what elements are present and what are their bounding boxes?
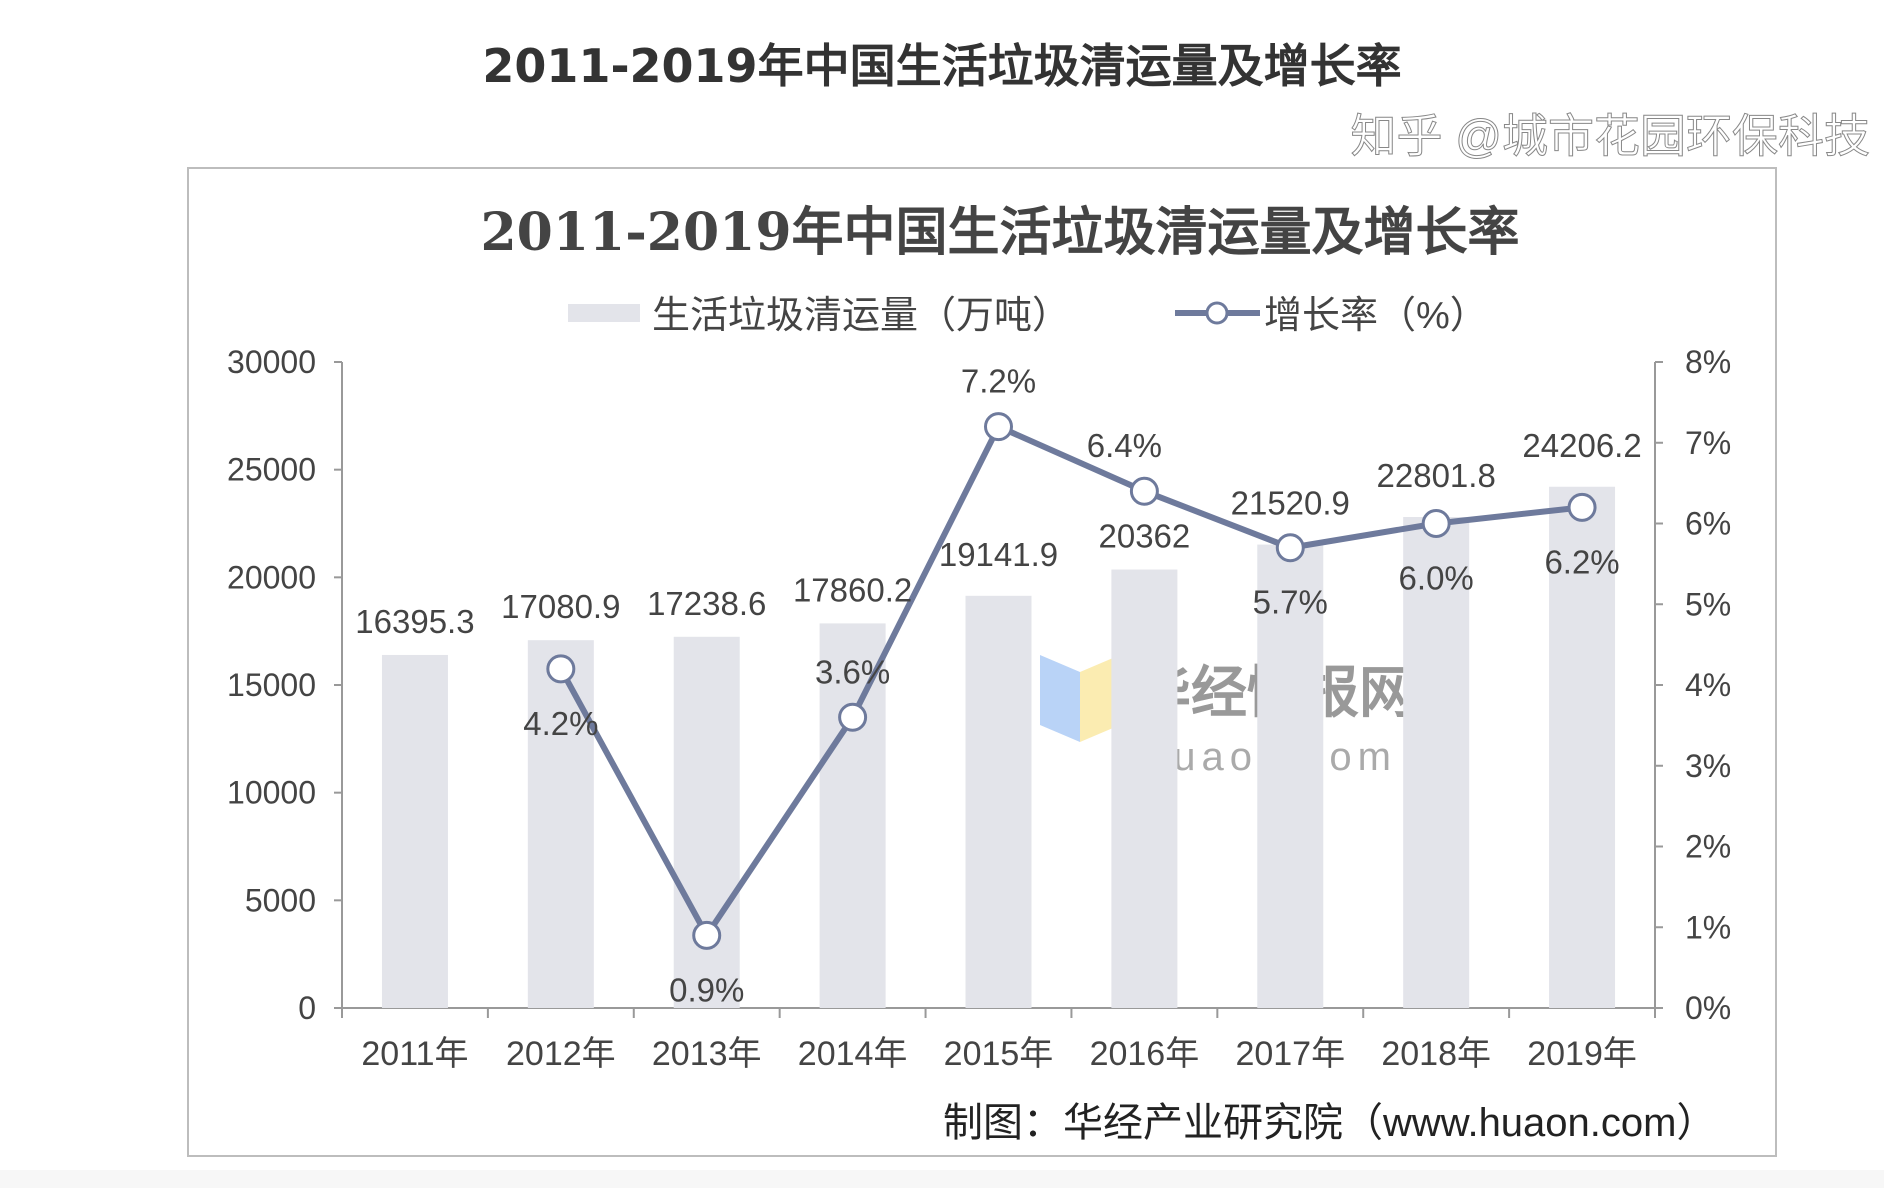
x-tick-label: 2011年 [361, 1035, 468, 1073]
bar-value-label: 24206.2 [1522, 427, 1641, 464]
bar-value-label: 17238.6 [647, 585, 766, 622]
rate-point [838, 702, 868, 732]
bar [1111, 569, 1178, 1008]
y-left-tick-label: 0 [298, 990, 316, 1026]
y-right-tick-label: 4% [1685, 667, 1731, 703]
rate-point [1275, 533, 1305, 563]
bar-value-label: 16395.3 [355, 603, 474, 640]
x-tick-label: 2015年 [944, 1035, 1054, 1073]
chart-title: 2011-2019年中国生活垃圾清运量及增长率 [480, 202, 1519, 263]
rate-value-label: 7.2% [961, 363, 1036, 400]
y-right-tick-label: 1% [1685, 909, 1731, 945]
rate-value-label: 6.2% [1544, 543, 1619, 580]
bar-value-label: 17080.9 [501, 588, 620, 625]
legend-line-marker [1205, 301, 1229, 325]
bar [673, 636, 740, 1008]
x-tick-label: 2016年 [1090, 1035, 1200, 1073]
y-left-tick-label: 10000 [227, 775, 316, 811]
rate-point [984, 412, 1013, 442]
legend-line-label: 增长率（%） [1264, 295, 1488, 337]
rate-value-label: 6.0% [1399, 560, 1474, 597]
y-right-tick-label: 8% [1685, 344, 1731, 380]
bar-value-label: 22801.8 [1377, 457, 1496, 494]
rate-point [546, 654, 576, 684]
x-tick-label: 2017年 [1235, 1035, 1345, 1073]
page-title: 2011-2019年中国生活垃圾清运量及增长率 [482, 39, 1402, 93]
rate-value-label: 6.4% [1087, 427, 1162, 464]
bar [965, 595, 1032, 1008]
rate-value-label: 5.7% [1253, 584, 1328, 621]
watermark-logo-blue [1040, 655, 1080, 742]
chart-frame [187, 167, 1777, 1157]
y-right-tick-label: 6% [1685, 506, 1731, 542]
bar [1549, 486, 1616, 1008]
x-tick-label: 2012年 [506, 1035, 616, 1073]
y-left-tick-label: 30000 [227, 344, 316, 380]
zhihu-watermark: 知乎 @城市花园环保科技 [1351, 110, 1870, 162]
y-right-tick-label: 7% [1685, 425, 1731, 461]
rate-value-label: 0.9% [669, 971, 744, 1008]
y-right-tick-label: 0% [1685, 990, 1731, 1026]
x-tick-label: 2013年 [652, 1035, 762, 1073]
bar-value-label: 21520.9 [1231, 485, 1350, 522]
bar-value-label: 19141.9 [939, 536, 1058, 573]
x-tick-label: 2018年 [1381, 1035, 1491, 1073]
legend-bar-swatch [568, 304, 640, 322]
rate-point [692, 920, 722, 950]
rate-line [558, 422, 1583, 942]
bar [1257, 544, 1324, 1008]
y-left-tick-label: 5000 [245, 882, 316, 918]
y-right-tick-label: 2% [1685, 829, 1731, 865]
bar [819, 623, 886, 1008]
legend-bar-label: 生活垃圾清运量（万吨） [652, 295, 1070, 337]
rate-value-label: 3.6% [815, 653, 890, 690]
rate-point [1421, 509, 1451, 538]
y-right-tick-label: 5% [1685, 586, 1731, 622]
y-right-tick-label: 3% [1685, 748, 1731, 784]
bottom-strip [0, 1170, 1884, 1188]
y-left-tick-label: 20000 [227, 559, 316, 595]
x-tick-label: 2019年 [1527, 1035, 1637, 1073]
source-note: 制图：华经产业研究院（www.huaon.com） [943, 1101, 1716, 1145]
rate-value-label: 4.2% [523, 705, 598, 742]
y-left-tick-label: 25000 [227, 452, 316, 488]
bar [527, 640, 594, 1008]
rate-point [1129, 476, 1159, 506]
watermark-logo-yellow [1080, 655, 1120, 742]
y-left-tick-label: 15000 [227, 667, 316, 703]
bar-value-label: 20362 [1099, 518, 1191, 555]
bar [1403, 517, 1470, 1008]
bar-value-label: 17860.2 [793, 571, 912, 608]
rate-point [1567, 492, 1597, 522]
bar [381, 654, 448, 1008]
x-tick-label: 2014年 [798, 1035, 908, 1073]
